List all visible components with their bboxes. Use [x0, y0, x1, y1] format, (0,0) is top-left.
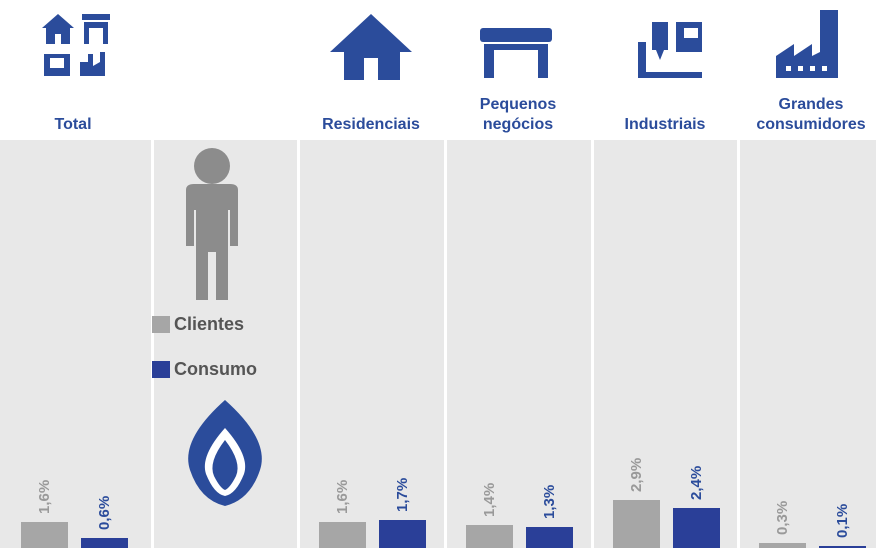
legend-label: Consumo [174, 359, 257, 379]
legend-item: Consumo [152, 359, 257, 380]
shop-icon [480, 28, 552, 78]
factory-windows [786, 66, 827, 71]
category-label: Industriais [624, 116, 706, 133]
category-label: Grandes consumidores [756, 96, 866, 133]
bar [466, 524, 513, 548]
value-label: 1,6% [35, 479, 53, 514]
bar [759, 543, 806, 548]
person-icon [186, 148, 238, 300]
bar [526, 526, 573, 548]
factory-icon [776, 10, 838, 78]
value-label: 0,6% [95, 495, 113, 531]
value-label: 2,4% [687, 466, 705, 501]
panel [0, 140, 876, 548]
value-label: 1,6% [333, 479, 351, 514]
bar [319, 521, 366, 548]
value-label: 1,3% [540, 484, 558, 519]
legend-swatch [152, 361, 170, 378]
bar [81, 538, 128, 548]
house-door [364, 58, 378, 80]
industrial-icon [638, 22, 702, 78]
bar [673, 508, 720, 548]
bar [21, 521, 68, 548]
legend-item: Clientes [152, 314, 244, 335]
total-icon [42, 14, 110, 76]
value-label: 2,9% [627, 457, 645, 493]
legend-label: Clientes [174, 314, 245, 334]
value-label: 0,3% [773, 500, 791, 536]
value-label: 1,7% [393, 477, 411, 512]
category-label: Total [54, 116, 92, 133]
category-label: Pequenos negócios [479, 96, 557, 133]
value-label: 0,1% [833, 504, 851, 539]
flame-core [212, 440, 238, 490]
legend-swatch [152, 316, 170, 333]
category-label: Residenciais [322, 116, 420, 133]
house-icon [330, 14, 412, 80]
value-label: 1,4% [480, 482, 498, 517]
bar [613, 500, 660, 548]
bar [379, 519, 426, 548]
separators [151, 140, 740, 548]
bar [819, 546, 866, 548]
